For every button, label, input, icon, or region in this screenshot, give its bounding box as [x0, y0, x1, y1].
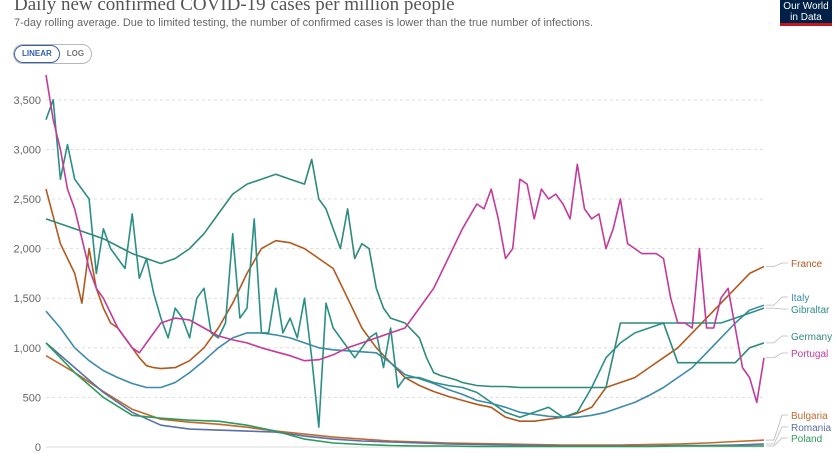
legend-leader-italy [766, 296, 788, 306]
y-tick-label: 2,500 [13, 194, 41, 206]
legend-label-france: France [791, 259, 823, 270]
owid-logo[interactable]: Our World in Data [780, 0, 832, 26]
scale-toggle: LINEAR LOG [13, 44, 93, 64]
y-tick-label: 3,000 [13, 144, 41, 156]
legend-leader-bulgaria [766, 414, 788, 441]
legend-leader-germany [766, 335, 788, 344]
series-line-poland [45, 342, 764, 448]
chart-subtitle: 7-day rolling average. Due to limited te… [14, 17, 594, 29]
series-line-france [45, 188, 765, 423]
legend-label-bulgaria: Bulgaria [791, 411, 828, 422]
linear-scale-button[interactable]: LINEAR [14, 45, 60, 63]
legend-leader-portugal [766, 352, 788, 359]
y-tick-label: 2,000 [13, 244, 41, 256]
series-line-gibraltar [45, 99, 765, 429]
logo-line-2: in Data [790, 12, 822, 23]
series-line-bulgaria [45, 355, 765, 446]
series-line-portugal [45, 74, 765, 404]
legend-leader-poland [766, 437, 788, 447]
y-tick-label: 1,000 [13, 343, 41, 355]
log-scale-button[interactable]: LOG [66, 49, 85, 58]
legend-label-italy: Italy [791, 293, 809, 304]
y-tick-label: 1,500 [13, 293, 41, 305]
legend-label-gibraltar: Gibraltar [791, 305, 830, 316]
y-tick-label: 500 [23, 392, 41, 404]
legend-label-poland: Poland [791, 434, 822, 445]
legend-leader-romania [766, 426, 788, 445]
series-line-italy [45, 304, 765, 419]
series-line-romania [45, 342, 765, 447]
y-tick-label: 0 [35, 442, 41, 453]
series-line-germany [45, 158, 765, 389]
y-tick-label: 3,500 [13, 95, 41, 107]
legend-leader-gibraltar [766, 307, 788, 310]
legend-leader-france [766, 262, 788, 267]
legend-label-romania: Romania [791, 423, 831, 434]
logo-line-1: Our World [783, 1, 829, 12]
legend-label-germany: Germany [791, 332, 832, 343]
legend-label-portugal: Portugal [791, 349, 828, 360]
chart-title: Daily new confirmed COVID-19 cases per m… [14, 0, 455, 15]
